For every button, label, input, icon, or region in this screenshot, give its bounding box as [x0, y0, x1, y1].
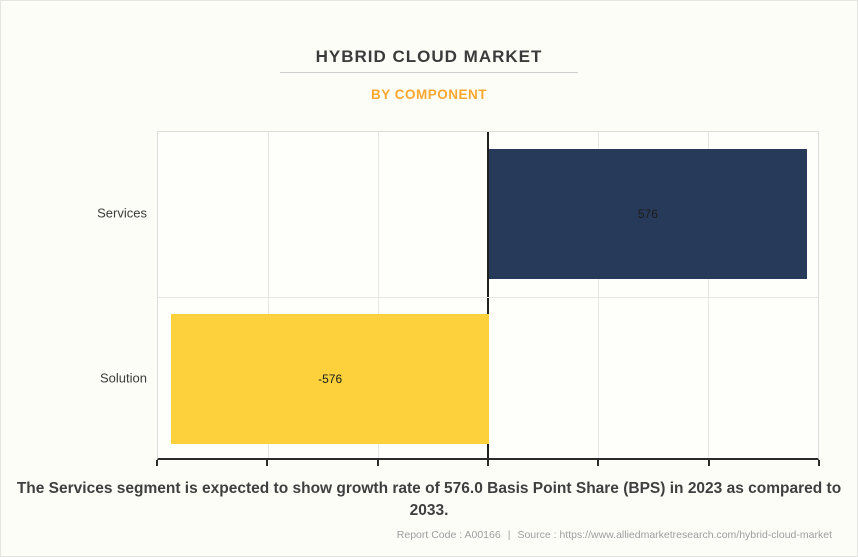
gridline — [708, 132, 709, 458]
bar-value-label: -576 — [318, 371, 343, 386]
axis-tick — [266, 460, 269, 466]
bar-solution: -576 — [171, 313, 489, 444]
footer-separator: | — [507, 529, 511, 541]
plot-area: 576 -576 — [157, 131, 819, 460]
chart-caption: The Services segment is expected to show… — [16, 480, 842, 519]
source-url: Source : https://www.alliedmarketresearc… — [517, 529, 832, 541]
bar-services: 576 — [489, 149, 807, 280]
axis-tick — [597, 460, 600, 466]
axis-tick — [818, 460, 820, 466]
gridline — [268, 132, 269, 458]
category-label-services: Services — [97, 205, 147, 221]
bar-value-label: 576 — [637, 207, 658, 222]
axis-tick — [707, 460, 710, 466]
zero-axis-line — [487, 132, 489, 458]
report-code: Report Code : A00166 — [396, 529, 501, 541]
title-divider — [280, 72, 578, 73]
category-label-solution: Solution — [100, 370, 147, 386]
axis-tick — [156, 460, 158, 466]
gridline — [158, 296, 818, 298]
report-footer: Report Code : A00166 | Source : https://ww… — [397, 529, 832, 541]
axis-tick — [376, 460, 379, 466]
page-title: HYBRID CLOUD MARKET — [315, 47, 543, 66]
axis-tick — [487, 460, 489, 466]
gridline — [598, 132, 599, 458]
page-subtitle: BY COMPONENT — [370, 87, 487, 102]
gridline — [378, 132, 379, 458]
